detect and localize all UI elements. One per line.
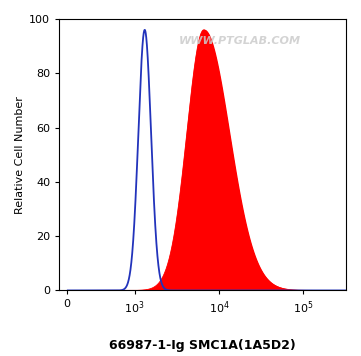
- Text: WWW.PTGLAB.COM: WWW.PTGLAB.COM: [179, 36, 301, 46]
- Y-axis label: Relative Cell Number: Relative Cell Number: [15, 96, 25, 214]
- Text: 66987-1-Ig SMC1A(1A5D2): 66987-1-Ig SMC1A(1A5D2): [109, 339, 296, 352]
